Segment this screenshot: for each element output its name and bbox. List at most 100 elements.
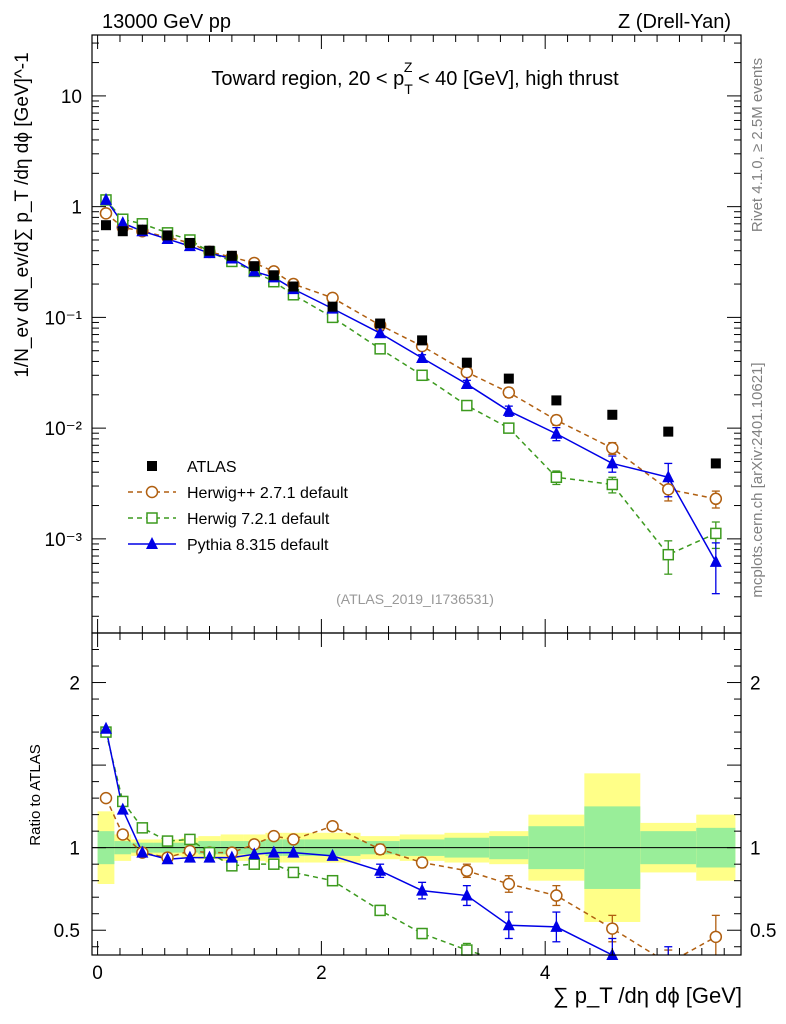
marker-main-pythia-8-315-default [116,216,129,229]
marker-ratio-pythia-8-315-default [460,888,473,901]
marker-main-herwig-7-2-1-default [461,399,473,412]
plot-title-sub: T [404,81,413,97]
marker-main-atlas [710,458,721,469]
y-tick-label-ratio-left: 0.5 [54,921,80,942]
y-tick-label-main: 10⁻³ [45,530,83,551]
marker-ratio-herwig-7-2-1-default [161,835,174,847]
marker-main-atlas [551,395,562,406]
marker-main-pythia-8-315-default [550,426,563,439]
marker-main-pythia-8-315-default [709,554,722,567]
header-left: 13000 GeV pp [102,11,231,33]
y-axis-label-ratio: Ratio to ATLAS [27,744,44,845]
marker-ratio-herwig-2-7-1-default [326,819,339,833]
legend-label-herwig-7-2-1-default: Herwig 7.2.1 default [187,511,330,528]
marker-ratio-pythia-8-315-default [502,918,515,931]
marker-ratio-pythia-8-315-default [550,919,563,932]
marker-main-atlas [162,230,173,241]
marker-main-herwig-2-7-1-default [460,365,474,379]
x-tick-label: 0 [92,963,103,984]
marker-ratio-herwig-2-7-1-default [99,791,113,805]
marker-ratio-herwig-2-7-1-default [373,843,387,856]
plot-title: Toward region, 20 < pTZ < 40 [GeV], high… [211,59,619,97]
marker-ratio-herwig-7-2-1-default [268,858,280,870]
marker-main-herwig-7-2-1-default [550,471,563,484]
marker-main-atlas [288,281,299,292]
series-line-main-herwig-2-7-1-default [105,212,716,500]
x-tick-label: 2 [316,963,327,984]
marker-main-herwig-7-2-1-default [416,369,428,382]
legend: ATLAS Herwig++ 2.7.1 default Herwig 7.2.1 … [128,459,349,554]
marker-ratio-pythia-8-315-default [374,863,387,876]
side-text-mcplots: mcplots.cern.ch [arXiv:2401.10621] [749,362,766,597]
header-right: Z (Drell-Yan) [618,11,731,33]
marker-ratio-herwig-7-2-1-default [184,833,196,846]
legend-marker-pythia-8-315-default [146,537,158,549]
data-markers [99,192,723,960]
marker-ratio-herwig-2-7-1-default [709,930,723,944]
marker-main-herwig-7-2-1-default [326,311,339,324]
plot-title-tail: < 40 [GeV], high thrust [412,68,619,90]
legend-label-atlas: ATLAS [187,459,237,476]
marker-ratio-pythia-8-315-default [116,802,129,815]
marker-main-atlas [607,409,618,420]
y-tick-label-ratio-right: 2 [750,674,761,695]
marker-main-pythia-8-315-default [99,192,112,205]
y-tick-label-ratio-left: 1 [69,839,80,860]
marker-ratio-pythia-8-315-default [203,850,216,863]
marker-main-atlas [663,426,674,437]
watermark: (ATLAS_2019_I1736531) [336,591,494,607]
marker-ratio-herwig-7-2-1-default [416,927,428,940]
marker-ratio-herwig-2-7-1-default [550,889,563,902]
ratio-plot-frame [91,632,742,956]
marker-ratio-herwig-2-7-1-default [606,922,619,935]
legend-marker-herwig-7-2-1-default [146,512,158,524]
marker-main-herwig-7-2-1-default [710,527,722,540]
marker-main-herwig-2-7-1-default [662,483,675,496]
marker-ratio-pythia-8-315-default [99,721,112,734]
marker-main-atlas [417,335,428,346]
marker-ratio-pythia-8-315-default [326,848,339,861]
legend-marker-herwig-2-7-1-default [145,485,159,499]
marker-ratio-pythia-8-315-default [183,850,196,863]
marker-ratio-herwig-7-2-1-default [287,866,300,879]
marker-ratio-herwig-7-2-1-default [374,904,386,917]
y-tick-label-ratio-right: 1 [750,839,761,860]
marker-main-atlas [375,318,386,329]
y-tick-label-main: 1 [71,198,82,219]
marker-main-atlas [226,250,237,261]
marker-main-herwig-7-2-1-default [503,422,515,434]
marker-main-atlas [117,226,128,237]
marker-main-atlas [204,245,215,256]
marker-ratio-herwig-7-2-1-default [248,858,260,870]
series-line-main-pythia-8-315-default [105,199,717,563]
marker-main-herwig-2-7-1-default [606,441,619,455]
marker-ratio-pythia-8-315-default [161,852,174,865]
marker-main-herwig-2-7-1-default [99,207,113,220]
plot-title-main: Toward region, 20 < p [211,68,404,90]
marker-ratio-pythia-8-315-default [136,845,149,858]
y-axis-label-main: 1/N_ev dN_ev/d∑ p_T /dη dϕ [GeV]^-1 [12,52,33,377]
marker-ratio-herwig-2-7-1-default [460,864,474,878]
marker-ratio-herwig-7-2-1-default [136,822,149,834]
marker-main-herwig-7-2-1-default [662,548,675,561]
legend-label-herwig-2-7-1-default: Herwig++ 2.7.1 default [187,485,349,502]
legend-entry-herwig-2-7-1-default: Herwig++ 2.7.1 default [128,485,349,502]
legend-label-pythia-8-315-default: Pythia 8.315 default [187,537,329,554]
axis-ticks [92,35,741,955]
marker-ratio-pythia-8-315-default [287,845,300,858]
marker-ratio-herwig-7-2-1-default [461,944,473,956]
marker-main-pythia-8-315-default [416,350,429,363]
tick-labels: 0 2 4 10 1 10⁻¹ 10⁻² 10⁻³ 2 2 1 1 0.5 0.5 [45,87,777,984]
legend-entry-herwig-7-2-1-default: Herwig 7.2.1 default [128,511,330,528]
legend-marker-atlas [147,461,157,471]
marker-main-atlas [100,220,111,231]
y-tick-label-ratio-left: 2 [69,674,80,695]
y-tick-label-main: 10⁻² [45,419,83,440]
y-tick-label-main: 10⁻¹ [45,308,83,329]
marker-main-herwig-2-7-1-default [709,492,723,506]
marker-ratio-herwig-2-7-1-default [267,829,281,843]
marker-main-herwig-7-2-1-default [606,478,619,491]
marker-main-pythia-8-315-default [606,456,619,469]
legend-entry-pythia-8-315-default: Pythia 8.315 default [128,537,329,554]
marker-main-pythia-8-315-default [502,403,515,416]
